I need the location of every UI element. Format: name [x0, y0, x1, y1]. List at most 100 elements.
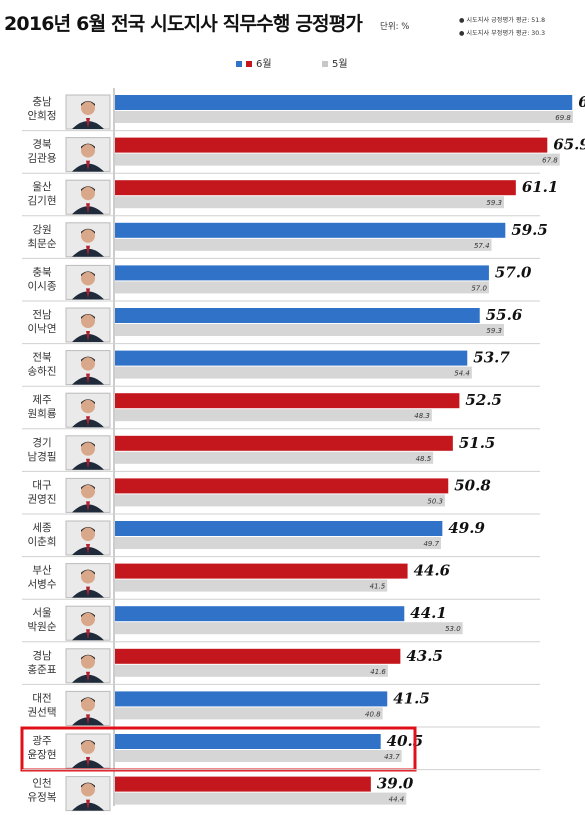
value-label-may: 48.3: [414, 412, 430, 420]
governor-name: 김기현: [28, 195, 57, 207]
value-label-may: 41.5: [370, 583, 386, 591]
value-label-may: 41.6: [370, 668, 386, 676]
bar-may: [115, 238, 492, 251]
bar-june: [115, 521, 443, 536]
bar-june: [115, 137, 548, 153]
value-label-may: 44.4: [389, 796, 405, 804]
governor-avatar: [65, 477, 111, 513]
value-label-may: 57.4: [474, 242, 490, 250]
value-label-may: 57.0: [471, 284, 487, 292]
governor-avatar: [65, 690, 111, 726]
governor-name: 유정복: [28, 792, 57, 804]
value-label-may: 43.7: [384, 753, 400, 761]
value-label-may: 53.0: [445, 625, 461, 633]
value-label-may: 49.7: [423, 540, 439, 548]
governor-name: 안희정: [28, 110, 57, 122]
bar-june: [115, 350, 468, 366]
bar-may: [115, 579, 388, 592]
unit-label: 단위: %: [380, 22, 410, 32]
region-label: 경기: [32, 436, 51, 449]
bar-june: [115, 95, 573, 110]
bar-june: [115, 222, 506, 238]
bar-june: [115, 478, 449, 494]
value-label-june: 40.5: [387, 732, 424, 750]
governor-name: 남경필: [28, 450, 57, 463]
bar-june: [115, 776, 371, 792]
bar-may: [115, 111, 573, 123]
governor-avatar: [65, 222, 111, 258]
value-label-june: 69.7: [578, 93, 585, 111]
value-label-june: 61.1: [522, 178, 559, 196]
bar-may: [115, 792, 407, 805]
value-label-june: 51.5: [459, 434, 496, 452]
positive-average-note: ● 시도지사 긍정평가 평균: 51.8: [459, 17, 546, 24]
bar-june: [115, 393, 460, 409]
governor-name: 이시종: [28, 280, 57, 292]
governor-name: 최문순: [28, 238, 57, 250]
governor-name: 서병수: [28, 579, 57, 591]
region-label: 경남: [32, 649, 52, 662]
value-label-june: 52.5: [465, 391, 502, 409]
bar-june: [115, 308, 480, 323]
governor-avatar: [65, 605, 111, 641]
bar-may: [115, 664, 388, 677]
bar-june: [115, 180, 516, 196]
legend-item-may: 5월: [322, 55, 348, 70]
value-label-may: 48.5: [416, 455, 432, 463]
value-label-june: 39.0: [377, 775, 414, 793]
region-label: 세종: [32, 522, 52, 534]
value-label-may: 59.3: [486, 327, 502, 335]
region-label: 인천: [32, 778, 51, 790]
bar-may: [115, 281, 489, 294]
region-label: 충북: [32, 266, 52, 278]
bar-may: [115, 707, 383, 720]
governor-name: 홍준표: [28, 663, 57, 676]
bar-may: [115, 196, 505, 209]
value-label-may: 69.8: [555, 114, 571, 122]
governor-avatar: [65, 94, 111, 130]
value-label-june: 49.9: [448, 519, 485, 537]
governor-name: 이춘희: [28, 536, 57, 548]
region-label: 제주: [32, 394, 52, 406]
governor-avatar: [65, 435, 111, 471]
governor-avatar: [65, 350, 111, 386]
governor-avatar: [65, 520, 111, 556]
value-label-june: 57.0: [495, 263, 532, 281]
bar-may: [115, 537, 442, 549]
bar-june: [115, 435, 453, 451]
governor-avatar: [65, 307, 111, 343]
value-label-june: 44.6: [414, 562, 451, 580]
value-label-june: 59.5: [511, 221, 548, 239]
value-label-may: 40.8: [365, 710, 381, 718]
region-label: 충남: [32, 96, 52, 108]
bar-may: [115, 494, 445, 507]
legend-label-june: 6월: [256, 59, 272, 70]
legend-swatch-blue: [236, 61, 242, 67]
governor-name: 박원순: [28, 621, 57, 633]
bar-may: [115, 409, 432, 422]
value-label-may: 67.8: [542, 157, 558, 165]
bar-may: [115, 324, 505, 336]
governor-avatar: [65, 179, 111, 215]
value-label-june: 53.7: [473, 349, 510, 367]
governor-name: 이낙연: [28, 323, 57, 335]
governor-avatar: [65, 563, 111, 599]
value-label-june: 44.1: [410, 604, 447, 622]
legend-label-may: 5월: [332, 59, 348, 70]
governor-name: 권영진: [28, 493, 57, 505]
region-label: 서울: [32, 607, 52, 619]
legend-swatch-gray: [322, 61, 328, 67]
governor-name: 권선택: [28, 706, 57, 718]
value-label-june: 41.5: [393, 689, 430, 707]
region-label: 강원: [32, 224, 51, 236]
governor-avatar: [65, 137, 111, 173]
bar-june: [115, 734, 381, 749]
bar-june: [115, 691, 388, 707]
value-label-june: 50.8: [454, 476, 491, 494]
value-label-june: 65.9: [553, 136, 585, 154]
region-label: 전북: [32, 352, 52, 364]
bar-may: [115, 153, 560, 166]
region-label: 울산: [32, 181, 52, 193]
governor-name: 윤장현: [28, 749, 57, 761]
